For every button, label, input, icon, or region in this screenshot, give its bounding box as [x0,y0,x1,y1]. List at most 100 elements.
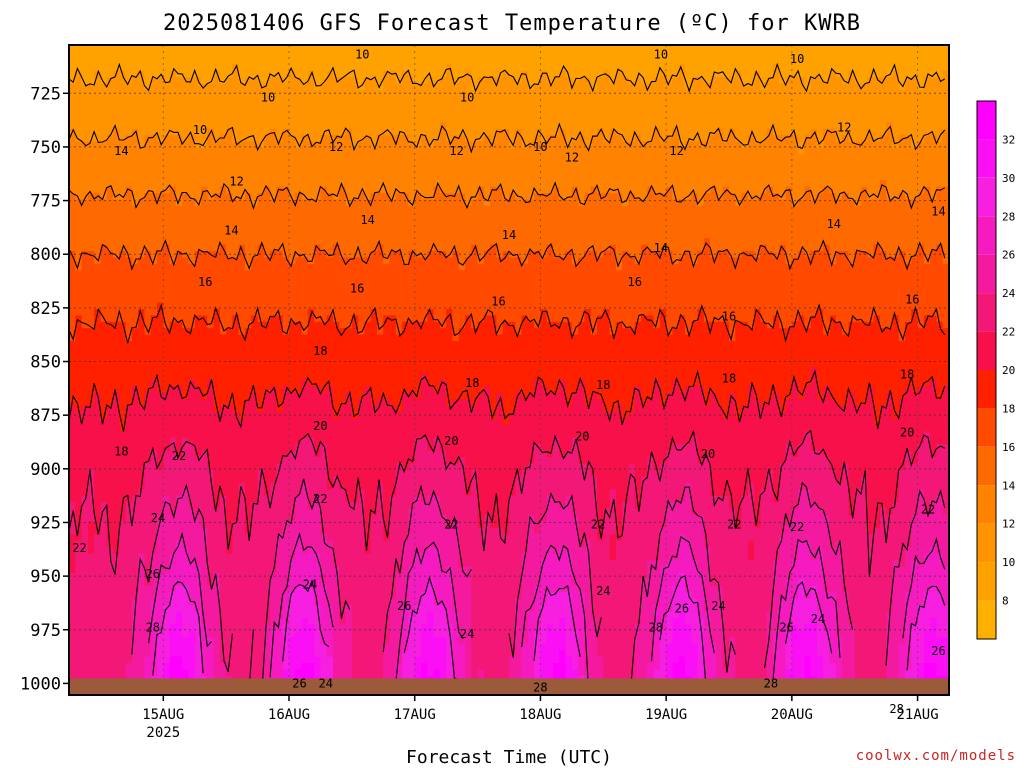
field-cell [270,431,278,439]
field-cell [169,308,177,316]
field-cell [213,379,221,387]
field-cell [213,547,221,555]
field-cell [125,540,133,548]
field-cell [263,51,271,59]
field-cell [131,476,139,484]
field-cell [282,611,290,619]
field-cell [182,656,190,664]
field-cell [81,514,89,522]
field-cell [339,411,347,419]
field-cell [351,115,359,123]
field-cell [188,418,196,426]
field-cell [113,424,120,432]
field-cell [351,45,359,53]
field-cell [364,373,372,381]
field-cell [69,154,76,162]
field-cell [163,289,171,297]
field-cell [307,102,315,110]
field-cell [213,45,221,53]
field-cell [295,135,303,143]
field-cell [163,592,171,600]
field-cell [150,57,158,65]
field-cell [150,399,158,407]
field-cell [100,437,108,445]
field-cell [81,212,89,220]
field-cell [125,308,133,316]
field-cell [157,205,164,213]
field-cell [282,669,290,677]
field-cell [144,270,152,278]
field-cell [351,405,359,413]
field-cell [75,128,83,136]
field-cell [358,431,366,439]
field-cell [201,141,208,149]
field-cell [207,77,215,85]
field-cell [370,392,378,400]
field-cell [144,64,152,72]
field-cell [257,257,265,265]
field-cell [119,572,127,580]
field-cell [188,302,196,310]
field-cell [119,186,127,194]
field-cell [251,495,259,503]
field-cell [81,122,89,130]
field-cell [119,160,127,168]
field-cell [213,296,221,304]
field-cell [87,431,95,439]
field-cell [226,302,234,310]
field-cell [370,334,378,342]
field-cell [113,347,120,355]
field-cell [182,64,190,72]
field-cell [307,508,315,516]
field-cell [213,566,221,574]
field-cell [81,450,89,458]
field-cell [339,624,347,632]
field-cell [219,90,227,98]
field-cell [339,489,347,497]
field-cell [144,257,152,265]
field-cell [270,366,278,374]
field-cell [169,296,177,304]
field-cell [314,540,322,548]
field-cell [94,251,102,259]
field-cell [364,411,372,419]
field-cell [251,231,259,239]
field-cell [226,180,234,188]
field-cell [125,360,133,368]
field-cell [326,437,334,445]
field-cell [138,173,146,181]
field-cell [339,148,347,156]
field-cell [339,321,347,329]
field-cell [94,360,102,368]
field-cell [182,122,190,130]
field-cell [100,154,108,162]
field-cell [188,334,196,342]
field-cell [333,70,340,78]
field-cell [257,180,265,188]
field-cell [182,212,190,220]
field-cell [238,83,246,91]
field-cell [245,148,252,156]
field-cell [69,553,76,561]
field-cell [169,482,177,490]
field-cell [144,148,152,156]
field-cell [358,482,366,490]
field-cell [81,180,89,188]
field-cell [320,218,328,226]
field-cell [81,534,89,542]
field-cell [69,122,76,130]
field-cell [150,135,158,143]
field-cell [282,289,290,297]
field-cell [226,186,234,194]
field-cell [194,141,202,149]
field-cell [301,534,309,542]
field-cell [150,122,158,130]
field-cell [144,334,152,342]
field-cell [87,469,95,477]
field-cell [270,308,278,316]
field-cell [326,77,334,85]
field-cell [213,572,221,580]
field-cell [81,508,89,516]
field-cell [213,64,221,72]
field-cell [370,437,378,445]
